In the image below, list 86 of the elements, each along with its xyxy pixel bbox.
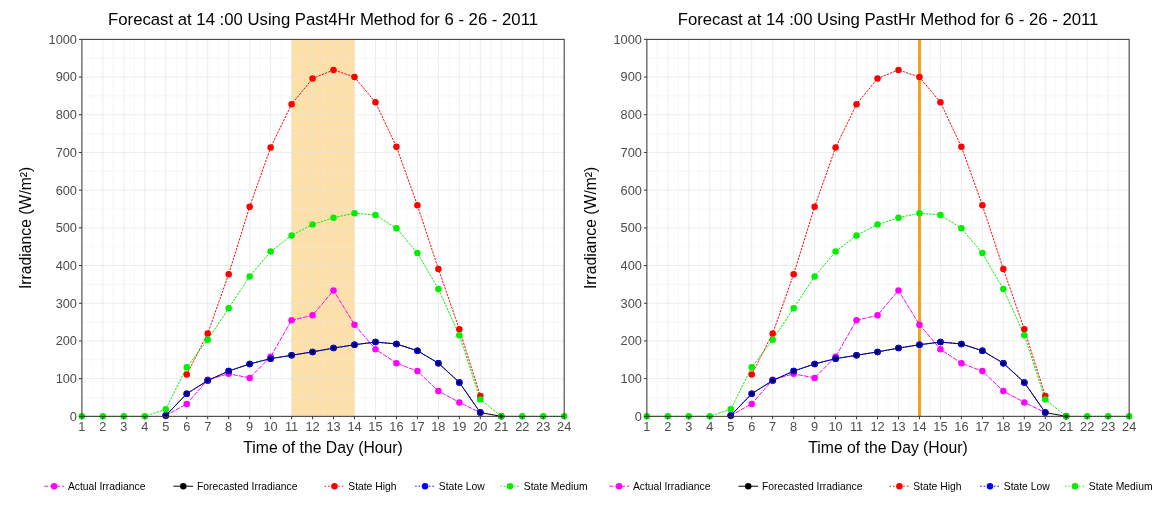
- x-tick-label: 17: [975, 419, 990, 435]
- x-tick-label: 15: [933, 419, 948, 435]
- legend-label: State Low: [1003, 481, 1051, 493]
- legend-label: Forecasted Irradiance: [197, 481, 298, 493]
- x-tick-label: 6: [183, 419, 191, 435]
- y-tick-label: 500: [620, 220, 642, 236]
- x-tick-label: 22: [515, 419, 530, 435]
- x-tick-label: 11: [284, 419, 299, 435]
- x-tick-label: 12: [305, 419, 320, 435]
- x-tick-label: 4: [706, 419, 714, 435]
- x-tick-label: 7: [204, 419, 212, 435]
- x-tick-label: 4: [141, 419, 149, 435]
- y-axis-title: Irradiance (W/m²): [581, 166, 599, 290]
- legend-label: State Low: [438, 481, 486, 493]
- x-tick-label: 13: [891, 419, 906, 435]
- x-tick-label: 18: [996, 419, 1011, 435]
- legend-label: State Medium: [1088, 481, 1153, 493]
- x-tick-label: 8: [790, 419, 798, 435]
- x-tick-label: 22: [1080, 419, 1095, 435]
- legend-label: State High: [348, 481, 397, 493]
- y-tick-label: 300: [620, 295, 642, 311]
- y-tick-label: 800: [55, 107, 77, 123]
- y-tick-label: 100: [55, 371, 77, 387]
- x-tick-label: 9: [811, 419, 819, 435]
- y-tick-label: 500: [55, 220, 77, 236]
- x-tick-label: 16: [954, 419, 969, 435]
- y-tick-label: 100: [620, 371, 642, 387]
- x-axis-title: Time of the Day (Hour): [808, 438, 968, 456]
- x-tick-label: 1: [78, 419, 86, 435]
- x-tick-label: 3: [685, 419, 693, 435]
- x-tick-label: 24: [557, 419, 572, 435]
- legend-label: Forecasted Irradiance: [762, 481, 863, 493]
- x-tick-label: 11: [849, 419, 864, 435]
- y-tick-label: 1000: [48, 31, 77, 47]
- y-tick-label: 700: [55, 144, 77, 160]
- x-tick-label: 12: [870, 419, 885, 435]
- chart-title: Forecast at 14 :00 Using PastHr Method for 6 - 26 - 2011: [677, 9, 1099, 29]
- chart-title: Forecast at 14 :00 Using Past4Hr Method for 6 - 26 - 2011: [108, 9, 539, 29]
- x-tick-label: 6: [748, 419, 756, 435]
- y-tick-label: 800: [620, 107, 642, 123]
- x-tick-label: 20: [1038, 419, 1053, 435]
- legend-label: State High: [913, 481, 962, 493]
- y-tick-label: 900: [620, 69, 642, 85]
- x-tick-label: 17: [410, 419, 425, 435]
- y-tick-label: 400: [620, 257, 642, 273]
- legend-label: Actual Irradiance: [632, 481, 711, 493]
- y-tick-label: 1000: [613, 31, 642, 47]
- x-tick-label: 7: [769, 419, 777, 435]
- y-tick-label: 900: [55, 69, 77, 85]
- y-tick-label: 400: [55, 257, 77, 273]
- x-tick-label: 19: [452, 419, 467, 435]
- legend-label: State Medium: [523, 481, 588, 493]
- y-tick-label: 600: [620, 182, 642, 198]
- y-tick-label: 700: [620, 144, 642, 160]
- y-tick-label: 200: [620, 333, 642, 349]
- y-tick-label: 200: [55, 333, 77, 349]
- x-tick-label: 2: [99, 419, 107, 435]
- x-tick-label: 5: [727, 419, 735, 435]
- x-tick-label: 23: [536, 419, 551, 435]
- x-tick-label: 16: [389, 419, 404, 435]
- x-tick-label: 20: [473, 419, 488, 435]
- y-tick-label: 0: [69, 408, 77, 424]
- x-tick-label: 24: [1122, 419, 1137, 435]
- x-tick-label: 19: [1017, 419, 1032, 435]
- x-tick-label: 14: [347, 419, 362, 435]
- x-tick-label: 13: [326, 419, 341, 435]
- y-tick-label: 600: [55, 182, 77, 198]
- x-tick-label: 10: [828, 419, 843, 435]
- x-tick-label: 21: [494, 419, 509, 435]
- x-axis-title: Time of the Day (Hour): [243, 438, 403, 456]
- legend-label: Actual Irradiance: [67, 481, 146, 493]
- x-tick-label: 15: [368, 419, 383, 435]
- x-tick-label: 2: [664, 419, 672, 435]
- y-axis-title: Irradiance (W/m²): [16, 166, 34, 290]
- x-tick-label: 23: [1101, 419, 1116, 435]
- x-tick-label: 8: [225, 419, 233, 435]
- x-tick-label: 21: [1059, 419, 1074, 435]
- x-tick-label: 5: [162, 419, 170, 435]
- x-tick-label: 18: [431, 419, 446, 435]
- x-tick-label: 1: [643, 419, 651, 435]
- x-tick-label: 9: [246, 419, 254, 435]
- y-tick-label: 300: [55, 295, 77, 311]
- x-tick-label: 10: [263, 419, 278, 435]
- y-tick-label: 0: [634, 408, 642, 424]
- x-tick-label: 3: [120, 419, 128, 435]
- x-tick-label: 14: [912, 419, 927, 435]
